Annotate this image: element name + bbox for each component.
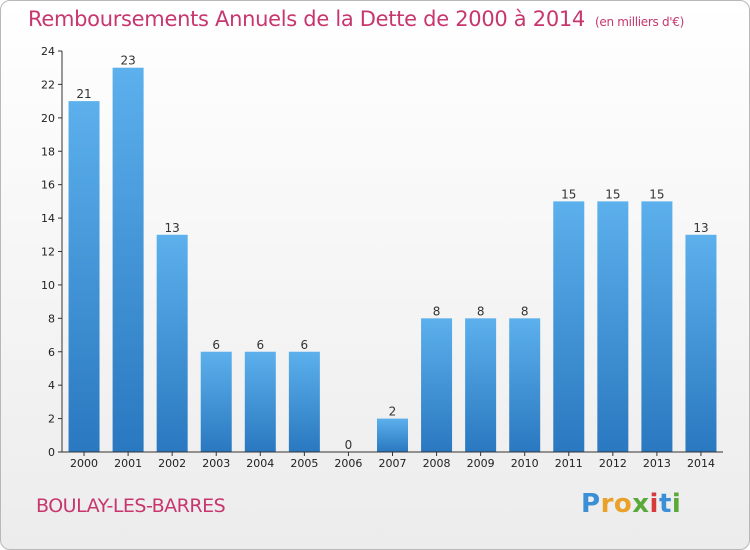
data-label-2012: 15	[605, 187, 620, 201]
x-tick-label: 2013	[643, 457, 671, 470]
chart-title: Remboursements Annuels de la Dette de 20…	[28, 7, 684, 31]
y-tick-label: 12	[41, 246, 55, 259]
data-label-2014: 13	[693, 221, 708, 235]
logo-letter: x	[632, 489, 650, 519]
x-tick-label: 2010	[511, 457, 539, 470]
logo-letter: r	[600, 489, 614, 519]
data-label-2009: 8	[477, 304, 485, 318]
x-tick-label: 2012	[599, 457, 627, 470]
data-label-2010: 8	[521, 304, 529, 318]
y-tick-label: 0	[48, 446, 55, 459]
bar-2000	[68, 101, 100, 452]
y-tick-label: 4	[48, 379, 55, 392]
bar-2007	[377, 418, 408, 452]
logo-letter: i	[671, 489, 682, 519]
city-name: BOULAY-LES-BARRES	[36, 495, 226, 517]
chart-title-text: Remboursements Annuels de la Dette de 20…	[28, 7, 585, 31]
data-label-2008: 8	[433, 304, 441, 318]
bar-2008	[421, 318, 453, 452]
bar-2005	[288, 351, 320, 452]
x-tick-label: 2006	[334, 457, 362, 470]
bar-2011	[553, 201, 585, 452]
logo-letter: i	[649, 489, 659, 519]
data-label-2000: 21	[76, 87, 91, 101]
bar-2014	[685, 234, 717, 452]
logo-letter: P	[581, 489, 601, 519]
unit-note: (en milliers d'€)	[595, 15, 685, 29]
bar-2009	[465, 318, 497, 452]
bars-group: 21 23 13 6 6 6 0 2 8 8 8 15 15 15 13	[68, 54, 717, 452]
x-tick-label: 2005	[290, 457, 318, 470]
bar-2001	[112, 67, 144, 452]
x-tick-label: 2009	[467, 457, 495, 470]
data-label-2001: 23	[120, 54, 135, 68]
data-label-2004: 6	[256, 338, 264, 352]
x-tick-label: 2004	[246, 457, 274, 470]
data-label-2002: 13	[165, 221, 180, 235]
y-tick-label: 16	[41, 179, 55, 192]
data-label-2003: 6	[212, 338, 220, 352]
x-tick-label: 2001	[114, 457, 142, 470]
y-tick-label: 14	[41, 212, 55, 225]
y-tick-label: 8	[48, 312, 55, 325]
data-label-2011: 15	[561, 187, 576, 201]
data-label-2013: 15	[649, 187, 664, 201]
proxiti-logo: Proxiti	[581, 489, 681, 519]
y-tick-label: 22	[41, 78, 55, 91]
bar-2012	[597, 201, 629, 452]
y-tick-label: 6	[48, 346, 55, 359]
y-tick-label: 20	[41, 112, 55, 125]
data-label-2005: 6	[301, 338, 309, 352]
y-tick-label: 24	[41, 45, 55, 58]
logo-letter: t	[658, 489, 672, 519]
bar-2004	[244, 351, 276, 452]
y-tick-label: 10	[41, 279, 55, 292]
y-tick-label: 2	[48, 413, 55, 426]
y-tick-label: 18	[41, 145, 55, 158]
x-tick-label: 2002	[158, 457, 186, 470]
x-tick-label: 2014	[687, 457, 715, 470]
bar-2013	[641, 201, 673, 452]
logo-letter: o	[613, 489, 633, 519]
x-tick-label: 2003	[202, 457, 230, 470]
x-tick-label: 2007	[379, 457, 407, 470]
data-label-2006: 0	[345, 438, 353, 452]
bar-2010	[509, 318, 541, 452]
bar-2003	[200, 351, 232, 452]
data-label-2007: 2	[389, 405, 397, 419]
bar-2002	[156, 234, 188, 452]
x-tick-label: 2008	[423, 457, 451, 470]
x-tick-label: 2011	[555, 457, 583, 470]
x-tick-label: 2000	[70, 457, 98, 470]
